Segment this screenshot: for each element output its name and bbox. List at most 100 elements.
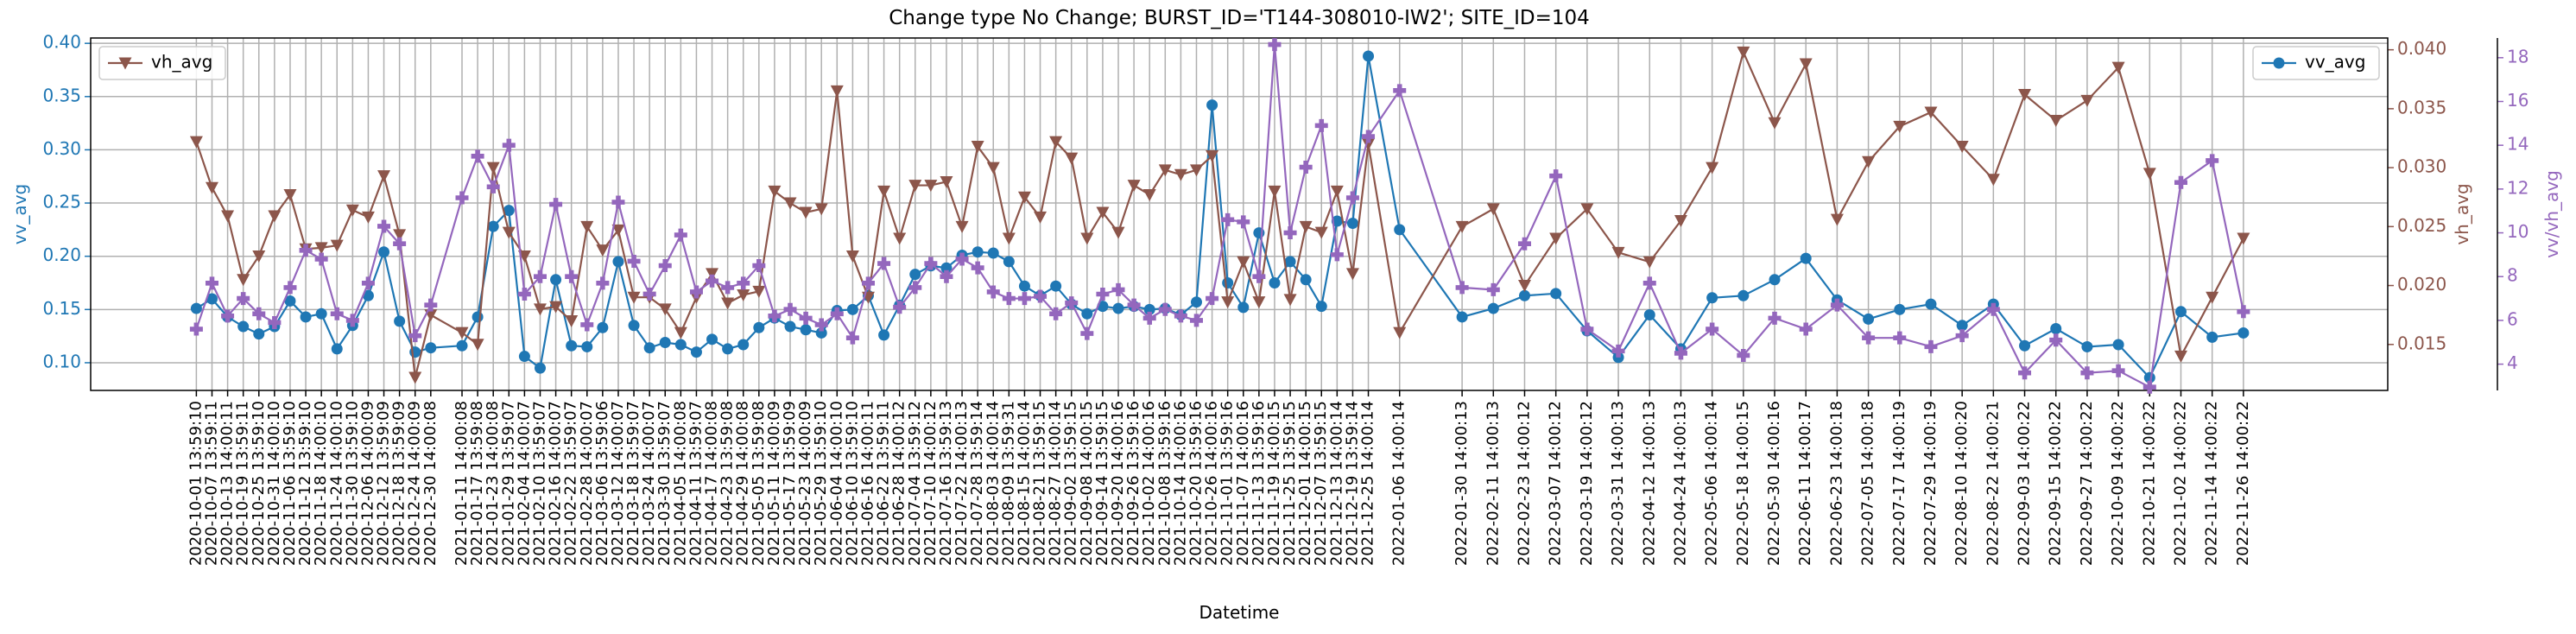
y-tick-label: 0.40 [42, 32, 81, 53]
x-tick-label: 2021-06-22 13:59:11 [875, 401, 893, 566]
y2-tick-label: 0.040 [2397, 38, 2446, 59]
marker [1096, 287, 1110, 301]
x-tick-label: 2020-12-12 13:59:09 [375, 401, 393, 566]
marker [612, 256, 624, 268]
marker [1893, 120, 1907, 133]
marker [206, 293, 218, 305]
x-tick-label: 2021-11-13 13:59:16 [1250, 401, 1268, 566]
marker [955, 252, 969, 266]
marker [1252, 269, 1266, 283]
marker [1299, 161, 1313, 174]
marker [1206, 292, 1219, 306]
marker [1394, 224, 1406, 236]
marker [596, 276, 610, 290]
marker [1315, 301, 1327, 313]
marker [361, 211, 375, 224]
x-tick-label: 2021-09-26 13:59:16 [1124, 401, 1142, 566]
x-axis-label: Datetime [1199, 602, 1280, 623]
marker [658, 259, 672, 273]
marker [753, 321, 765, 333]
marker [1268, 185, 1282, 198]
x-tick-label: 2021-02-28 14:00:07 [578, 401, 596, 566]
x-tick-label: 2021-05-05 13:59:08 [750, 401, 768, 566]
x-tick-label: 2022-05-18 14:00:15 [1734, 401, 1752, 566]
marker [1221, 296, 1235, 309]
marker [1580, 203, 1594, 216]
marker [799, 311, 813, 325]
marker [1018, 280, 1030, 292]
marker [814, 318, 828, 332]
marker [1034, 211, 1047, 224]
marker [1580, 322, 1594, 336]
y3-tick-label: 18 [2507, 46, 2529, 67]
x-tick-label: 2021-12-01 14:00:15 [1296, 401, 1314, 566]
marker [550, 274, 562, 286]
marker [502, 226, 516, 239]
marker [830, 307, 844, 320]
x-tick-label: 2021-03-12 14:00:07 [609, 401, 627, 566]
marker [237, 292, 250, 306]
x-tick-label: 2021-05-29 13:59:10 [812, 401, 830, 566]
x-tick-label: 2021-09-20 14:00:16 [1109, 401, 1127, 566]
marker [1345, 191, 1359, 205]
marker [784, 320, 796, 333]
marker [472, 311, 484, 323]
marker [861, 276, 875, 290]
x-tick-label: 2022-10-09 14:00:22 [2109, 401, 2127, 566]
marker [252, 250, 266, 263]
marker [394, 315, 406, 327]
x-tick-label: 2020-12-24 14:00:09 [406, 401, 424, 566]
marker [752, 259, 766, 273]
marker [424, 298, 438, 312]
marker [299, 244, 313, 257]
marker [986, 162, 1000, 174]
marker [1174, 168, 1187, 181]
marker [1158, 164, 1172, 177]
y2-tick-label: 0.035 [2397, 97, 2446, 117]
y3-tick-label: 14 [2507, 134, 2529, 155]
x-tick-label: 2021-10-14 14:00:16 [1171, 401, 1189, 566]
marker [1611, 246, 1625, 259]
marker [1065, 152, 1079, 165]
marker [314, 242, 328, 255]
marker [566, 339, 578, 352]
marker [1283, 294, 1297, 307]
marker [2080, 94, 2094, 107]
marker [190, 302, 202, 314]
x-tick-label: 2022-09-27 14:00:22 [2078, 401, 2096, 566]
marker [1487, 302, 1499, 314]
marker [1642, 256, 1656, 269]
marker [408, 329, 422, 343]
marker [2174, 175, 2187, 189]
marker [1830, 213, 1844, 226]
marker [1345, 268, 1359, 281]
x-tick-label: 2020-11-30 13:59:10 [343, 401, 361, 566]
marker [1096, 206, 1110, 219]
x-tick-label: 2021-10-20 13:59:16 [1187, 401, 1205, 566]
x-tick-label: 2021-03-06 13:59:06 [593, 401, 611, 566]
y2-tick-label: 0.030 [2397, 156, 2446, 177]
marker [300, 311, 312, 323]
marker [2206, 154, 2219, 168]
marker [1330, 185, 1344, 198]
x-tick-label: 2021-11-25 13:59:15 [1281, 401, 1299, 566]
legend-marker [118, 57, 132, 70]
marker [1237, 301, 1250, 314]
marker [706, 274, 719, 288]
x-tick-label: 2021-05-11 14:00:09 [765, 401, 783, 566]
marker [940, 175, 953, 188]
marker [642, 287, 656, 301]
marker [533, 269, 547, 283]
marker [1455, 220, 1469, 233]
marker [909, 269, 921, 281]
marker [940, 269, 953, 283]
x-tick-label: 2022-05-06 14:00:14 [1703, 401, 1721, 566]
marker [330, 239, 344, 252]
marker [987, 247, 999, 259]
marker [2237, 305, 2250, 319]
marker [1050, 280, 1062, 292]
marker [1003, 256, 1015, 268]
marker [2174, 350, 2187, 363]
x-tick-label: 2020-12-30 14:00:08 [421, 401, 440, 566]
marker [1127, 180, 1141, 193]
